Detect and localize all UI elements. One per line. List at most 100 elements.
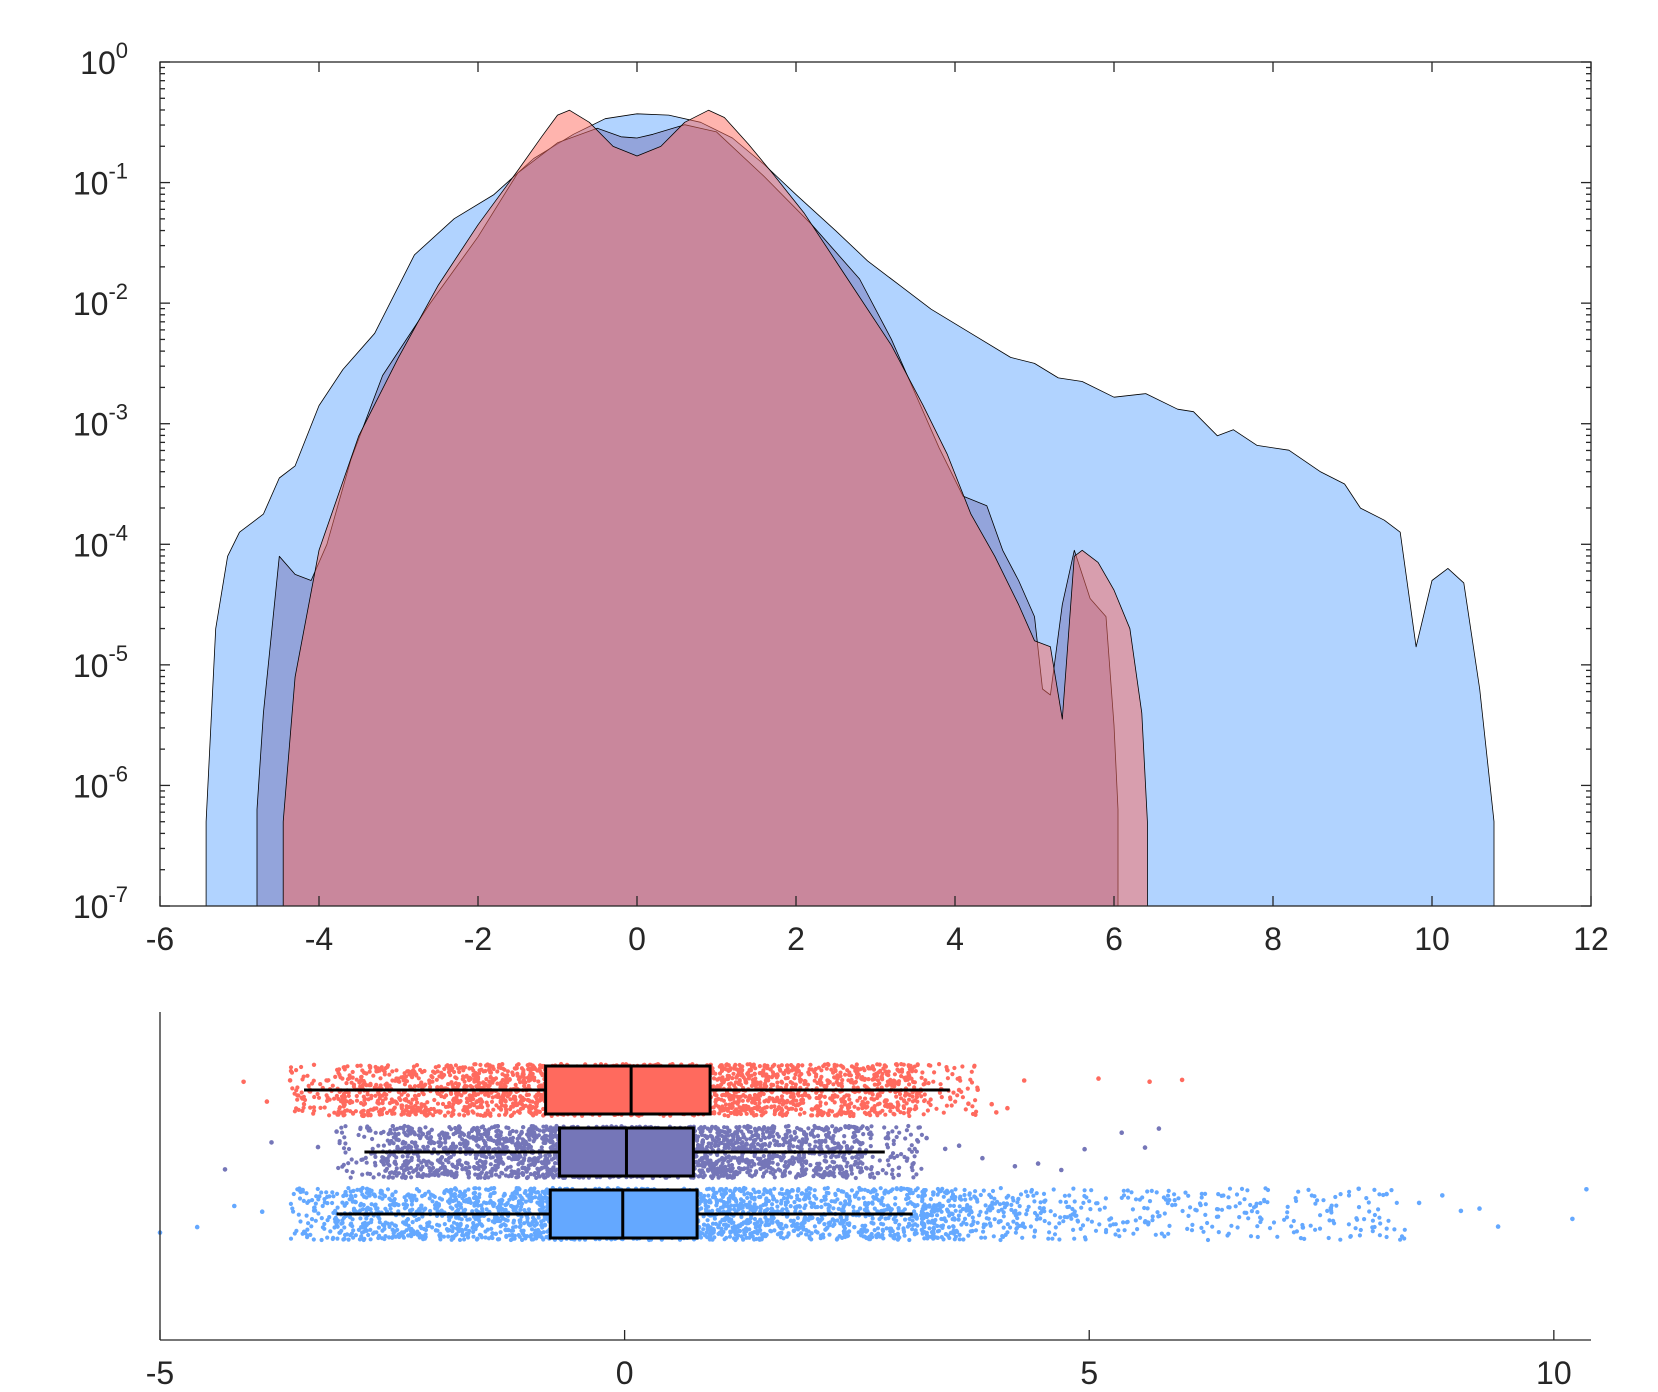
jitter-point <box>849 1064 855 1069</box>
jitter-point <box>969 1069 974 1074</box>
jitter-point <box>432 1097 437 1103</box>
jitter-point <box>415 1100 420 1105</box>
jitter-point <box>860 1161 865 1166</box>
jitter-point <box>822 1062 827 1067</box>
density-chart-ticks: -6 -4 -2 0 2 4 6 8 10 1210-710-610-510-410-310-21… <box>73 38 1609 957</box>
jitter-point <box>382 1069 387 1074</box>
jitter-point <box>481 1080 486 1085</box>
jitter-point <box>714 1159 719 1164</box>
jitter-point <box>305 1073 310 1078</box>
jitter-point <box>409 1175 414 1180</box>
jitter-point <box>292 1091 297 1096</box>
jitter-point <box>381 1106 386 1111</box>
jitter-point <box>830 1093 835 1098</box>
jitter-point <box>934 1106 939 1111</box>
jitter-point <box>952 1065 957 1071</box>
jitter-point <box>722 1113 727 1118</box>
jitter-point <box>330 1083 335 1088</box>
jitter-point <box>834 1063 840 1068</box>
y-tick-label: 10-1 <box>73 159 128 202</box>
jitter-point <box>439 1094 444 1099</box>
jitter-point <box>389 1131 394 1136</box>
jitter-point <box>834 1113 840 1118</box>
jitter-point <box>839 1084 845 1089</box>
jitter-point <box>371 1073 376 1078</box>
jitter-point <box>826 1133 831 1139</box>
jitter-point <box>410 1106 415 1111</box>
outlier-point <box>989 1101 994 1107</box>
jitter-point <box>420 1131 425 1136</box>
jitter-point <box>400 1154 405 1159</box>
jitter-point <box>723 1093 728 1098</box>
jitter-point <box>842 1102 848 1107</box>
jitter-point <box>756 1135 761 1140</box>
jitter-point <box>783 1160 788 1165</box>
jitter-point <box>772 1175 777 1180</box>
jitter-point <box>414 1063 420 1068</box>
jitter-point <box>770 1064 775 1069</box>
jitter-point <box>955 1093 960 1098</box>
jitter-point <box>500 1062 505 1067</box>
jitter-point <box>395 1144 400 1149</box>
jitter-point <box>534 1097 540 1102</box>
jitter-point <box>523 1080 528 1085</box>
x-tick-label: 8 <box>1264 921 1282 957</box>
jitter-point <box>809 1113 814 1118</box>
jitter-point <box>701 1170 706 1175</box>
jitter-point <box>497 1113 502 1118</box>
jitter-point <box>390 1069 395 1074</box>
jitter-point <box>405 1069 410 1074</box>
jitter-point <box>785 1110 790 1115</box>
jitter-point <box>454 1170 459 1175</box>
jitter-point <box>758 1093 763 1098</box>
jitter-point <box>423 1125 428 1130</box>
jitter-point <box>439 1155 444 1160</box>
jitter-point <box>461 1108 466 1113</box>
jitter-point <box>779 1098 784 1103</box>
jitter-point <box>378 1076 383 1081</box>
jitter-point <box>479 1098 484 1103</box>
jitter-point <box>381 1174 386 1179</box>
jitter-point <box>817 1096 822 1101</box>
jitter-point <box>833 1067 838 1072</box>
jitter-point <box>892 1072 898 1077</box>
jitter-point <box>450 1082 455 1087</box>
jitter-point <box>792 1076 797 1081</box>
jitter-point <box>340 1096 345 1101</box>
jitter-point <box>958 1078 963 1083</box>
jitter-point <box>973 1098 978 1103</box>
jitter-point <box>536 1079 541 1084</box>
jitter-point <box>457 1112 462 1117</box>
jitter-point <box>723 1102 729 1107</box>
jitter-point <box>448 1073 453 1078</box>
jitter-point <box>390 1078 395 1083</box>
jitter-point <box>409 1158 414 1163</box>
jitter-point <box>847 1097 852 1102</box>
jitter-point <box>779 1106 784 1111</box>
jitter-point <box>403 1132 408 1137</box>
y-tick-label: 10-7 <box>73 882 128 925</box>
jitter-point <box>931 1079 936 1084</box>
jitter-point <box>491 1107 496 1112</box>
jitter-point <box>775 1162 780 1167</box>
jitter-point <box>752 1092 758 1098</box>
jitter-point <box>306 1083 311 1088</box>
jitter-point <box>527 1104 532 1109</box>
jitter-point <box>311 1105 317 1110</box>
jitter-point <box>907 1092 912 1098</box>
jitter-point <box>462 1132 467 1137</box>
jitter-point <box>729 1162 735 1168</box>
jitter-point <box>861 1132 866 1137</box>
jitter-point <box>830 1159 835 1164</box>
jitter-point <box>359 1101 364 1106</box>
jitter-point <box>862 1083 867 1088</box>
jitter-point <box>898 1096 904 1101</box>
jitter-point <box>938 1082 943 1087</box>
jitter-point <box>325 1096 331 1101</box>
jitter-point <box>739 1141 744 1146</box>
jitter-point <box>533 1106 538 1111</box>
jitter-point <box>470 1109 475 1114</box>
jitter-point <box>853 1159 858 1164</box>
jitter-point <box>485 1103 490 1108</box>
jitter-point <box>827 1108 832 1113</box>
